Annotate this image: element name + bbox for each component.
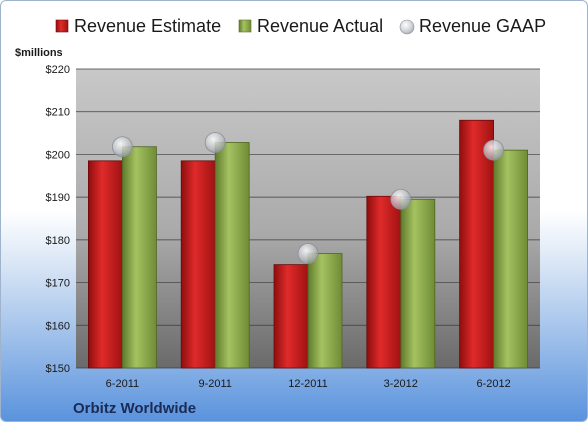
legend-label-actual: Revenue Actual [257, 16, 383, 36]
y-tick-label: $210 [46, 107, 70, 119]
bar-revenue-estimate [459, 119, 495, 369]
x-axis-ticks: 6-2011 9-2011 12-2011 3-2012 6-2012 [106, 378, 511, 390]
y-tick-label: $170 [46, 278, 70, 290]
marker-revenue-gaap [297, 243, 319, 264]
bar-revenue-estimate [273, 264, 309, 369]
legend-label-gaap: Revenue GAAP [419, 16, 546, 36]
bar-revenue-actual [307, 253, 343, 369]
bar-revenue-estimate [366, 195, 402, 369]
legend: Revenue Estimate Revenue Actual Revenue … [55, 16, 546, 36]
y-tick-label: $150 [46, 363, 70, 375]
marker-revenue-gaap [204, 132, 226, 153]
bar-revenue-actual [122, 146, 157, 369]
marker-revenue-gaap [390, 188, 412, 210]
marker-revenue-gaap [483, 139, 505, 161]
marker-revenue-gaap [112, 136, 133, 158]
legend-swatch-actual [238, 19, 252, 33]
x-tick-label: 12-2011 [288, 378, 328, 390]
bar-revenue-actual [493, 149, 529, 369]
y-tick-label: $180 [46, 235, 70, 247]
bar-revenue-actual [400, 198, 436, 369]
company-name: Orbitz Worldwide [73, 400, 196, 417]
legend-swatch-estimate [55, 19, 69, 33]
legend-label-estimate: Revenue Estimate [74, 16, 221, 36]
x-tick-label: 6-2011 [106, 378, 139, 390]
y-axis-unit-label: $millions [15, 47, 63, 59]
y-tick-label: $220 [46, 64, 70, 76]
gaap-markers [112, 132, 505, 264]
y-tick-label: $200 [46, 149, 70, 161]
x-tick-label: 6-2012 [476, 378, 510, 390]
bar-revenue-actual [214, 142, 250, 369]
bar-revenue-estimate [88, 160, 123, 369]
y-tick-label: $160 [46, 320, 70, 332]
x-tick-label: 9-2011 [198, 378, 231, 390]
y-tick-label: $190 [46, 192, 70, 204]
bars [88, 119, 529, 369]
legend-marker-gaap [399, 19, 415, 35]
bar-revenue-estimate [180, 160, 216, 369]
y-axis-ticks: $150 $160 $170 $180 $190 $200 $210 $220 [46, 64, 70, 375]
x-tick-label: 3-2012 [384, 378, 418, 390]
